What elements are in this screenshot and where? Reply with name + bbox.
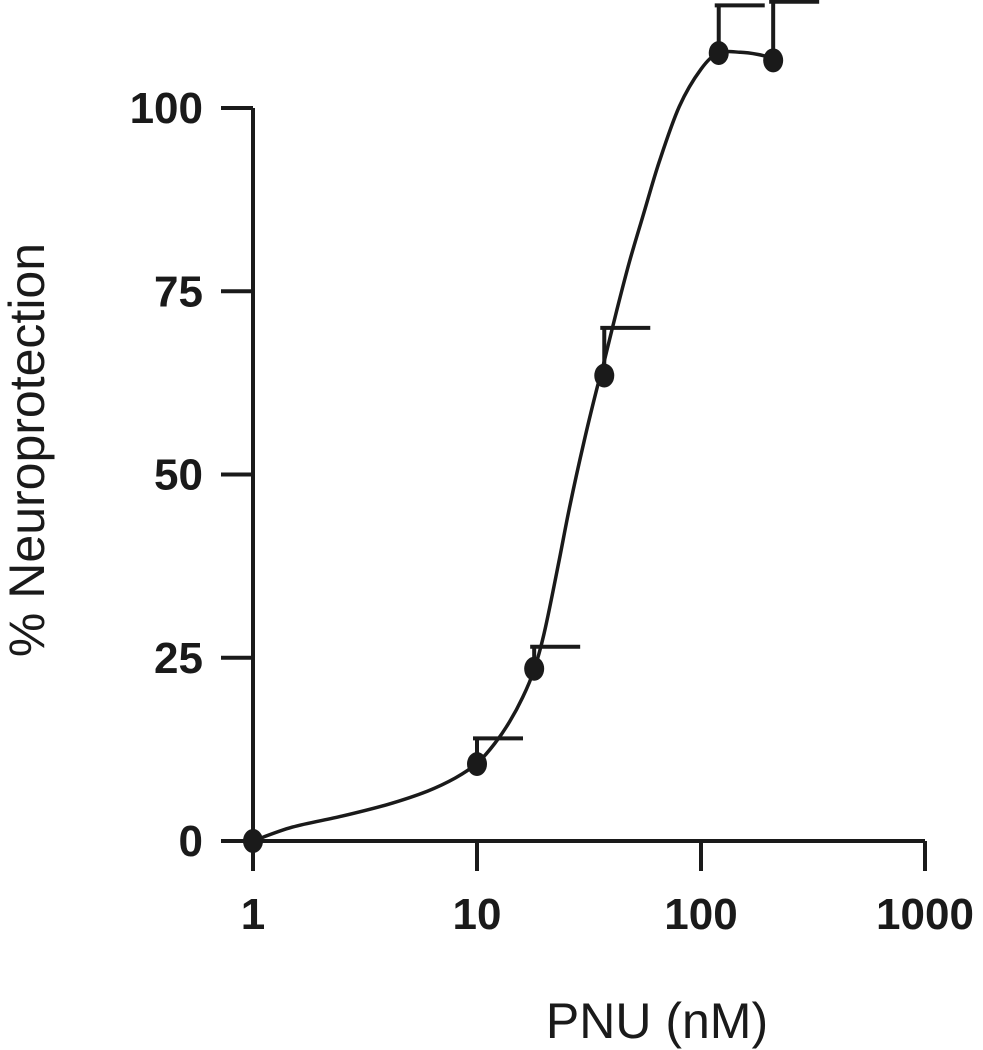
axis-labels: PNU (nM) % Neuroprotection [0,243,768,1049]
data-point [763,48,784,73]
data-point-group [708,3,765,66]
fit-curve [252,49,774,843]
x-tick-label: 100 [664,890,737,939]
y-tick-label: 100 [130,84,203,133]
x-axis-label: PNU (nM) [546,993,768,1049]
y-tick-label: 25 [154,634,203,683]
data-point-group [594,325,651,388]
data-point [467,752,487,777]
x-tick-label: 1 [241,890,265,939]
data-point-group [467,736,523,777]
x-tick-label: 1000 [876,890,974,939]
x-tick-label: 10 [453,890,502,939]
data-point [243,829,263,853]
y-tick-label: 50 [154,451,203,500]
y-tick-label: 75 [154,267,203,316]
data-point-group [243,829,263,853]
axes: 0 25 50 75 100 1 10 100 1000 [130,84,974,939]
data-point [708,41,729,66]
data-point-group [524,644,581,681]
data-points-layer [243,0,820,853]
fit-curve-layer [252,49,774,843]
y-tick-label: 0 [179,817,203,866]
data-point-group [763,0,820,73]
data-point [594,363,615,388]
y-axis-label: % Neuroprotection [0,243,55,657]
data-point [524,656,545,681]
